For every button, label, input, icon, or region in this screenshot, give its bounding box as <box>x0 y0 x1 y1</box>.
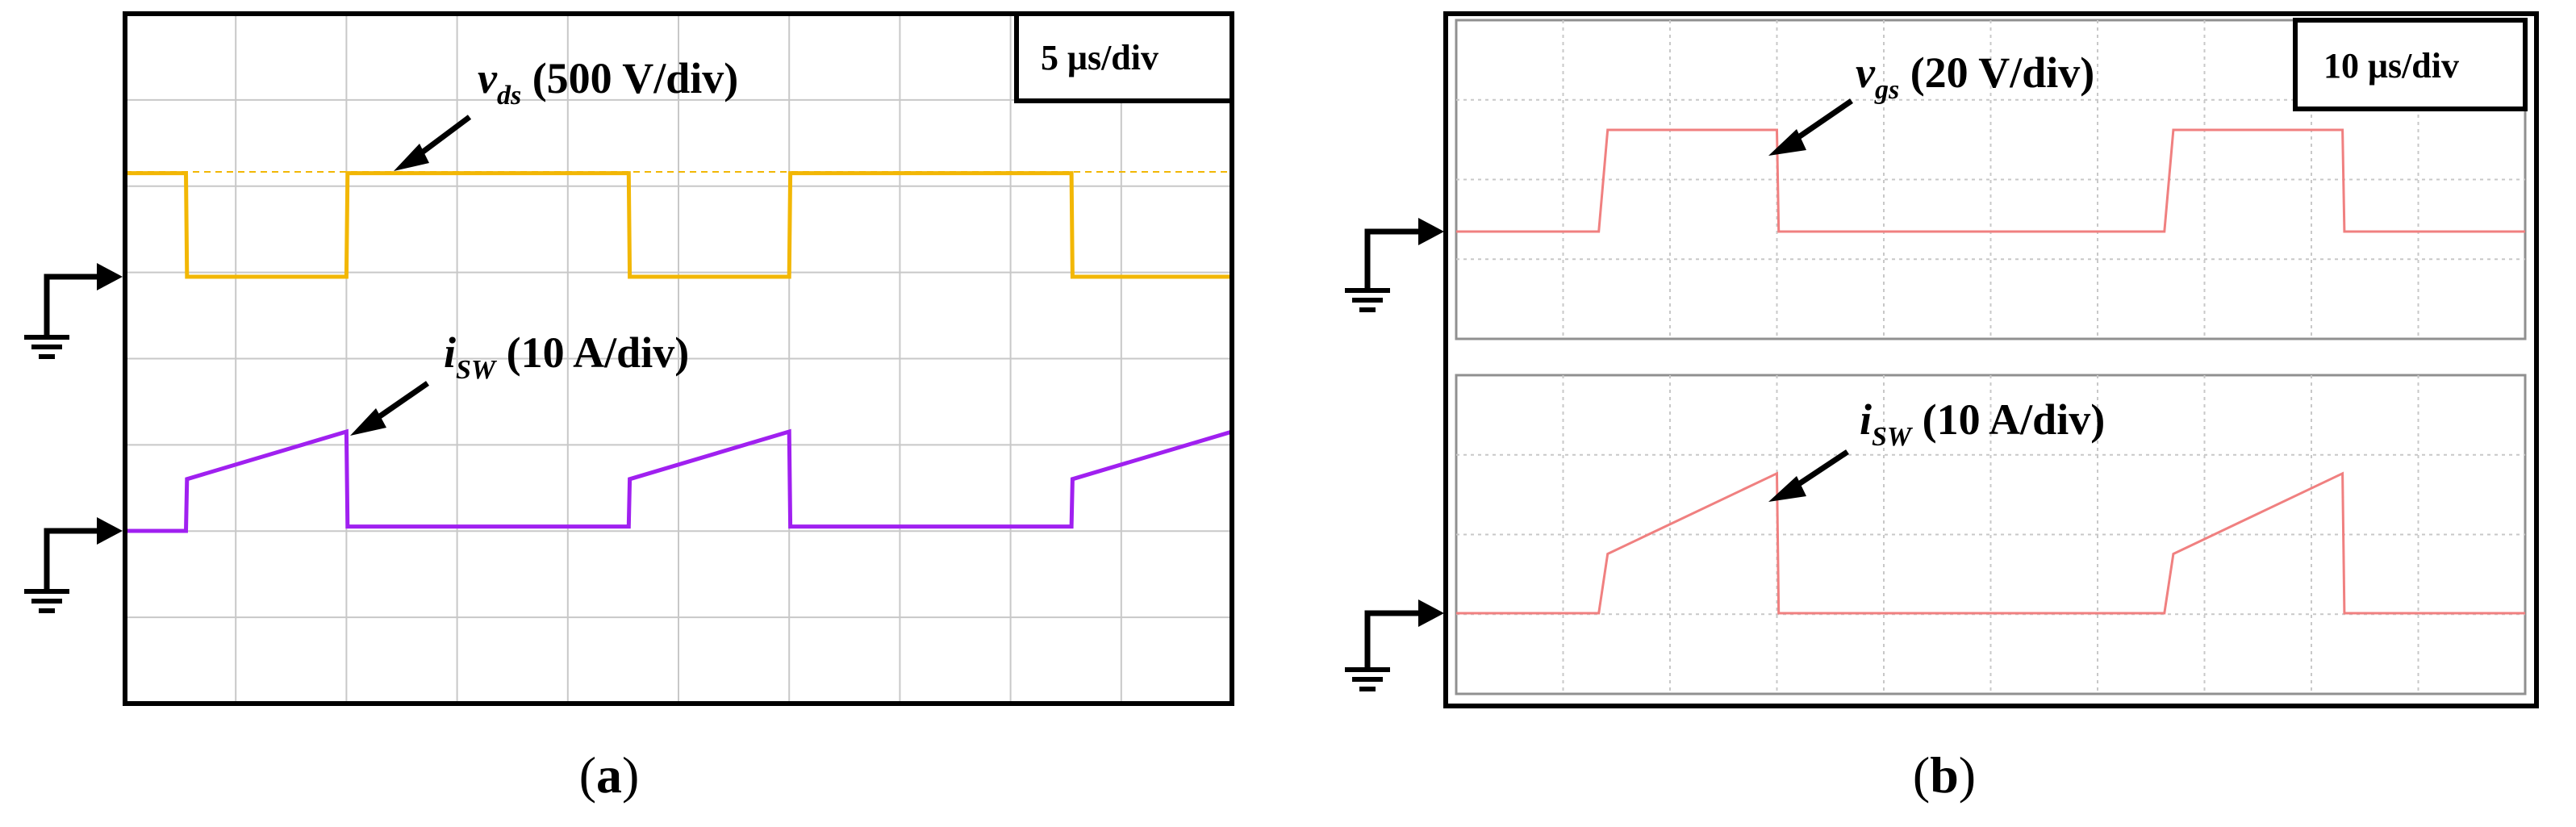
trace-isw-a <box>125 428 1233 533</box>
isw-a-label: iSW (10 A/div) <box>444 328 689 385</box>
ground-marker-isw-a <box>24 517 123 613</box>
svg-text:iSW (10 A/div): iSW (10 A/div) <box>1860 395 2105 452</box>
panel-b: 10 μs/div vgs (20 V/div) iSW (10 A/div) <box>1345 11 2539 804</box>
vds-label: vds (500 V/div) <box>478 54 738 111</box>
isw-a-arrow <box>350 381 429 436</box>
vds-label-sub: ds <box>497 81 521 111</box>
ground-marker-isw-b <box>1345 599 1444 691</box>
panel-a-traces <box>125 171 1233 533</box>
panel-a-grid <box>125 14 1232 704</box>
panel-a: 5 μs/div vds (500 V/div) iSW (10 A/div) <box>24 11 1234 804</box>
isw-a-label-unit: (10 A/div) <box>495 328 689 377</box>
ground-marker-vgs <box>1345 218 1444 312</box>
panel-a-timebase-label: 5 μs/div <box>1041 38 1159 77</box>
vds-label-main: v <box>478 54 498 102</box>
panel-a-frame <box>123 11 1234 706</box>
isw-a-label-sub: SW <box>456 355 498 385</box>
panel-a-timebase-box: 5 μs/div <box>1014 11 1234 103</box>
isw-a-label-main: i <box>444 328 456 377</box>
vds-arrow <box>394 115 472 171</box>
panel-b-caption: (b) <box>1913 746 1976 804</box>
svg-text:iSW (10 A/div): iSW (10 A/div) <box>444 328 689 385</box>
panel-b-timebase-label: 10 μs/div <box>2323 46 2459 86</box>
vgs-arrow <box>1768 98 1853 156</box>
isw-b-label-unit: (10 A/div) <box>1911 395 2105 444</box>
isw-b-arrow <box>1768 449 1849 502</box>
panel-b-frame <box>1443 11 2539 708</box>
isw-b-label-sub: SW <box>1872 422 1914 452</box>
trace-vgs-b <box>1456 128 2525 233</box>
ground-marker-vds <box>24 263 123 359</box>
vds-label-unit: (500 V/div) <box>521 54 738 102</box>
panel-b-traces <box>1456 128 2525 615</box>
panel-a-caption: (a) <box>579 746 640 804</box>
svg-text:vds (500 V/div): vds (500 V/div) <box>478 54 738 111</box>
vgs-label: vgs (20 V/div) <box>1856 48 2094 105</box>
isw-b-label-main: i <box>1860 395 1872 444</box>
vgs-label-sub: gs <box>1874 75 1899 105</box>
isw-b-label: iSW (10 A/div) <box>1860 395 2105 452</box>
svg-text:vgs (20 V/div): vgs (20 V/div) <box>1856 48 2094 105</box>
vgs-label-unit: (20 V/div) <box>1899 48 2094 97</box>
trace-vds-a <box>125 171 1232 279</box>
panel-b-timebase-box: 10 μs/div <box>2293 18 2528 111</box>
vgs-label-main: v <box>1856 48 1876 97</box>
trace-isw-b <box>1456 471 2525 615</box>
